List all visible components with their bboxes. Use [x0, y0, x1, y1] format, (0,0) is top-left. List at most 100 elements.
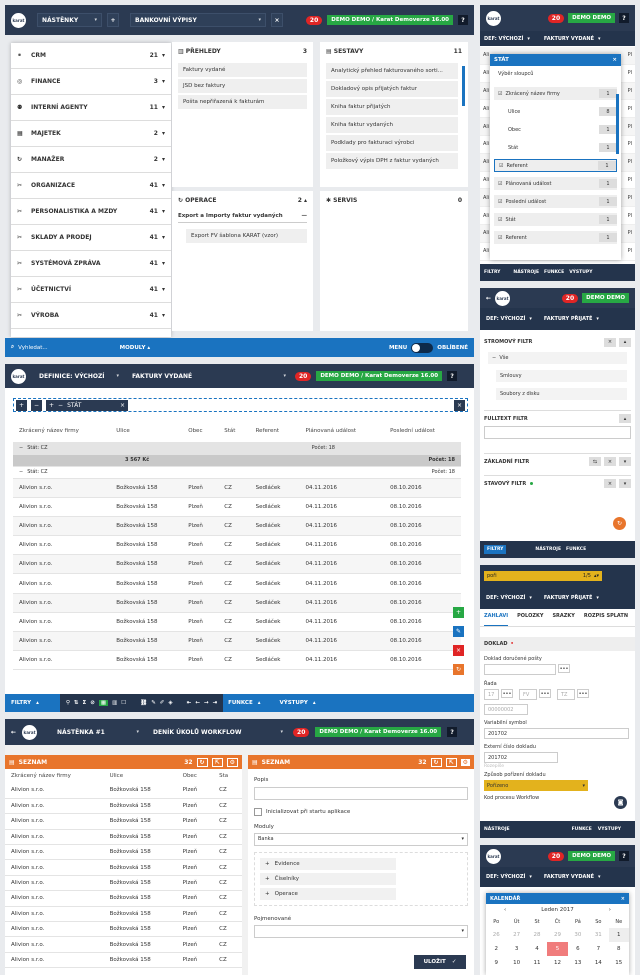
checkbox-checked-icon[interactable]: ☑	[498, 90, 503, 97]
refresh-button[interactable]: ↻	[613, 517, 626, 530]
chevron-up-icon[interactable]: ▴	[303, 197, 307, 204]
close-icon[interactable]: ×	[620, 895, 625, 902]
checkbox-checked-icon[interactable]: ☑	[498, 198, 503, 205]
column-option[interactable]: ☑ Referent 1	[494, 159, 617, 172]
help-button[interactable]: ?	[619, 851, 629, 861]
tree-item[interactable]: Soubory z disku	[496, 388, 627, 400]
notification-badge[interactable]: 20	[305, 15, 323, 25]
tag-icon[interactable]: ◈	[168, 700, 173, 706]
pencil-icon[interactable]: ✎	[151, 700, 156, 706]
chevron-down-icon[interactable]: ▾	[161, 182, 165, 189]
funkce-label[interactable]: FUNKCE	[566, 547, 587, 552]
delete-row-button[interactable]: ×	[453, 645, 464, 656]
settings-icon[interactable]: ⚙	[460, 758, 470, 766]
chevron-up-icon[interactable]: ▴	[619, 337, 631, 347]
chevron-down-icon[interactable]: ▾	[597, 874, 601, 880]
table-row[interactable]: Alivion s.r.o. Božkovská 158 Plzeň CZ Sedláč…	[13, 554, 461, 575]
module-item[interactable]: ✂ ORGANIZACE 41 ▾	[11, 173, 171, 199]
definice-label[interactable]: DEF: VÝCHOZÍ	[486, 316, 526, 322]
table-row[interactable]: Alivion s.r.o. Božkovská 158 Plzeň CZ	[5, 844, 242, 861]
search-box[interactable]: poři 1/5 ▴ ▾	[484, 571, 602, 581]
more-button[interactable]: •••	[501, 689, 513, 698]
chevron-down-icon[interactable]: ▾	[597, 35, 601, 42]
vystupy-label[interactable]: VÝSTUPY	[597, 827, 622, 832]
help-button[interactable]: ?	[619, 13, 629, 23]
search-input[interactable]: poři	[487, 573, 497, 579]
module-item[interactable]: ✂ SKLADY A PRODEJ 41 ▾	[11, 225, 171, 251]
chevron-down-icon[interactable]: ▾	[527, 35, 530, 42]
nastroje-label[interactable]: NÁSTROJE	[535, 547, 562, 552]
column-option[interactable]: Ulice 8	[494, 105, 617, 118]
rada-code[interactable]: TZ	[557, 689, 575, 700]
module-item[interactable]: ↻ MANAŽER 2 ▾	[11, 147, 171, 173]
refresh-button[interactable]: ↻	[453, 664, 464, 675]
calendar-day[interactable]: 3	[514, 946, 519, 952]
checkbox-checked-icon[interactable]: ☑	[499, 162, 504, 169]
table-row[interactable]: Alivion s.r.o. Božkovská 158 Plzeň CZ	[5, 906, 242, 923]
export-icon[interactable]: ⇱	[445, 757, 457, 767]
help-button[interactable]: ?	[447, 371, 458, 381]
chevron-down-icon[interactable]: ▾	[161, 260, 165, 267]
calendar-day[interactable]: 31	[594, 932, 602, 938]
export-icon[interactable]: ⇱	[211, 757, 223, 767]
chevron-down-icon[interactable]: ▾	[619, 479, 631, 488]
close-icon[interactable]: ×	[604, 479, 616, 488]
module-item[interactable]: + Operace	[260, 888, 396, 900]
collapse-icon[interactable]: —	[301, 213, 308, 219]
notification-badge[interactable]: 20	[293, 727, 310, 737]
table-row[interactable]: Alivion s.r.o. Božkovská 158 Plzeň CZ	[5, 798, 242, 815]
rada-number[interactable]: 00000002	[484, 704, 528, 715]
edit-row-button[interactable]: ✎	[453, 626, 464, 637]
calendar-day[interactable]: 8	[617, 946, 621, 952]
notification-badge[interactable]: 20	[547, 851, 565, 861]
doklad-section[interactable]: DOKLAD •	[480, 637, 635, 651]
ext-input[interactable]: 201702	[484, 752, 558, 763]
calendar-day[interactable]: 14	[594, 960, 602, 966]
calendar-day[interactable]: 26	[492, 932, 500, 938]
rada-type[interactable]: FV	[519, 689, 537, 700]
calendar-day[interactable]: 12	[553, 960, 561, 966]
view-label[interactable]: FAKTURY PŘIJATÉ	[543, 316, 593, 322]
chevron-down-icon[interactable]: ▾	[596, 595, 599, 601]
back-arrow-icon[interactable]: ←	[11, 728, 17, 736]
next-icon[interactable]: →	[203, 700, 209, 706]
chevron-down-icon[interactable]: ▾	[161, 78, 165, 85]
sestavy-item[interactable]: Analytický přehled fakturovaného sorti..…	[326, 63, 458, 79]
search-input[interactable]: Vyhledat...	[18, 344, 48, 351]
table-row[interactable]: Alivion s.r.o. Božkovská 158 Plzeň CZ	[5, 813, 242, 830]
table-row[interactable]: Alivion s.r.o. Božkovská 158 Plzeň CZ Sedláč…	[13, 612, 461, 633]
calendar-day[interactable]: 2	[494, 946, 498, 952]
notification-badge[interactable]: 20	[561, 293, 579, 303]
calendar-day[interactable]: 5	[547, 942, 568, 956]
pojmenovane-select[interactable]: ▾	[254, 925, 468, 938]
nav-select[interactable]: NÁSTĚNKY ▾	[37, 13, 102, 27]
column-header[interactable]: Plánovaná událost	[305, 428, 357, 434]
module-item[interactable]: ◎ FINANCE 3 ▾	[11, 69, 171, 95]
column-option[interactable]: ☑ Plánovaná událost 1	[494, 177, 617, 190]
link-icon[interactable]: ⛓	[140, 700, 148, 706]
remove-group-button[interactable]: −	[31, 399, 42, 411]
module-item[interactable]: + Evidence	[260, 858, 396, 870]
column-option[interactable]: Obec 1	[494, 123, 617, 136]
board-select[interactable]: NÁSTĚNKA #1 ▾	[53, 725, 143, 739]
tab-1[interactable]: POLOŽKY	[517, 613, 544, 619]
column-header[interactable]: Zkrácený název firmy	[19, 428, 79, 434]
menu-toggle[interactable]	[411, 342, 434, 353]
settings-icon[interactable]: ⇆	[589, 457, 601, 466]
column-option[interactable]: ☑ Poslední událost 1	[494, 195, 617, 208]
karat-logo[interactable]: karat	[11, 368, 26, 384]
close-icon[interactable]: ×	[604, 337, 616, 347]
sum-icon[interactable]: Σ	[82, 700, 87, 706]
group-row[interactable]: − Stát: CZ Počet: 18	[13, 442, 461, 455]
nastroje-label[interactable]: NÁSTROJE	[484, 827, 510, 832]
definice-label[interactable]: DEF: VÝCHOZÍ	[486, 874, 526, 880]
sestavy-item[interactable]: Kniha faktur vydaných	[326, 117, 458, 133]
column-option[interactable]: ☑ Zkrácený název firmy 1	[494, 87, 617, 100]
close-icon[interactable]: ×	[119, 401, 125, 409]
view-select[interactable]: FAKTURY VYDANÉ ▾	[128, 369, 290, 383]
chevron-up-icon[interactable]: ▴	[593, 573, 597, 579]
column-option[interactable]: Stát 1	[494, 141, 617, 154]
module-item[interactable]: ✂ ÚČETNICTVÍ 41 ▾	[11, 277, 171, 303]
column-header[interactable]: Referent	[255, 428, 280, 434]
table-row[interactable]: Alivion s.r.o. Božkovská 158 Plzeň CZ	[5, 890, 242, 907]
